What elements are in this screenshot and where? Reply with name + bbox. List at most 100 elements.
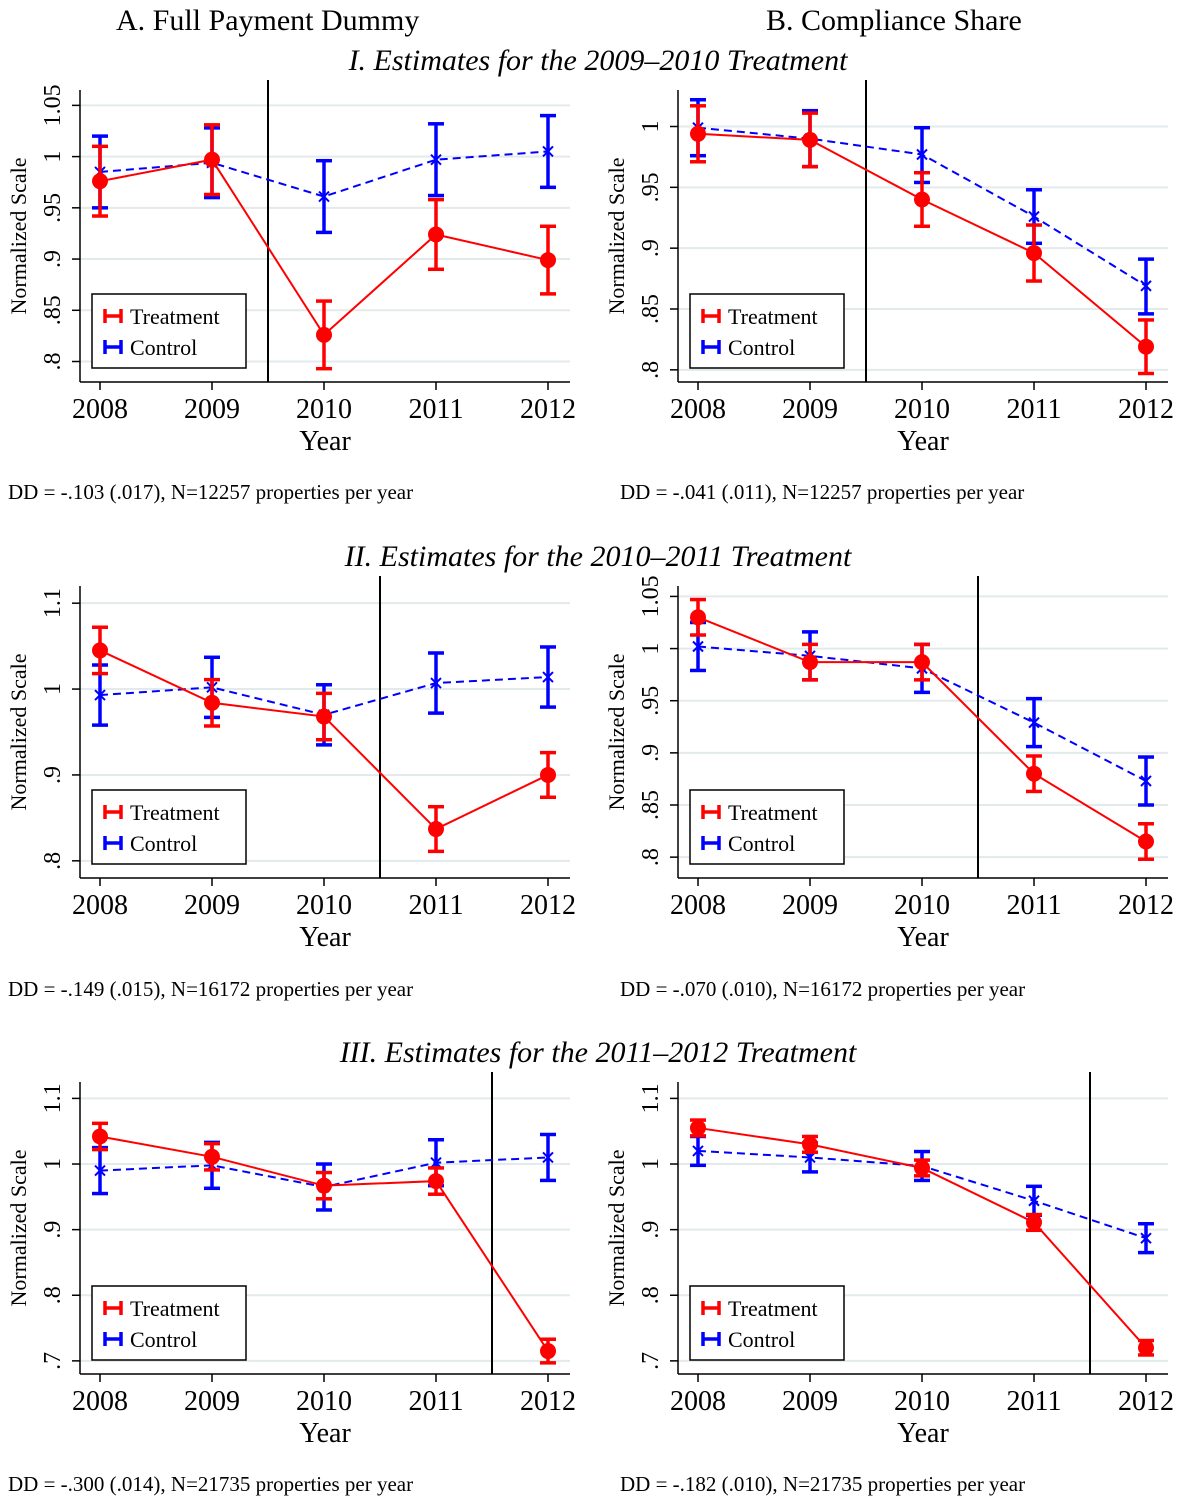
y-axis-label: Normalized Scale (6, 1150, 31, 1307)
x-tick-label: 2008 (72, 394, 128, 425)
y-tick-label: .95 (638, 686, 664, 716)
x-tick-label: 2011 (1007, 890, 1062, 921)
treatment-point (1138, 833, 1154, 850)
control-point (430, 153, 442, 166)
treatment-point (428, 821, 444, 838)
x-tick-label: 2009 (782, 890, 838, 921)
legend-control-marker (701, 1332, 721, 1346)
chart-full-payment-2009-2010: .8 .85 .9 .95 1 1.05 Normalized Scale 2008 2009 2… (6, 80, 576, 457)
y-tick-label: .85 (638, 790, 664, 820)
x-tick-label: 2010 (894, 394, 950, 425)
row-header-1: I. Estimates for the 2009–2010 Treatment (348, 44, 848, 77)
y-tick-label: .7 (40, 1352, 66, 1370)
y-tick-label: .8 (40, 1286, 66, 1304)
x-tick-label: 2012 (520, 890, 576, 921)
x-tick-label: 2010 (296, 890, 352, 921)
treatment-point (690, 125, 706, 142)
dd-note-a3: DD = -.300 (.014), N=21735 properties pe… (8, 1472, 414, 1496)
y-tick-label: .85 (638, 294, 664, 324)
row-header-2: II. Estimates for the 2010–2011 Treatmen… (344, 540, 852, 573)
x-tick-label: 2011 (409, 1386, 464, 1417)
y-tick-label: .9 (40, 250, 66, 268)
x-tick-label: 2011 (1007, 394, 1062, 425)
dd-note-a2: DD = -.149 (.015), N=16172 properties pe… (8, 977, 414, 1001)
y-tick-label: .9 (40, 1221, 66, 1239)
legend-box (91, 293, 247, 369)
x-tick-label: 2008 (670, 1386, 726, 1417)
y-tick-label: .8 (40, 353, 66, 371)
y-tick-label: 1 (40, 151, 66, 163)
x-axis-label: Year (897, 426, 949, 457)
dd-note-b3: DD = -.182 (.010), N=21735 properties pe… (620, 1472, 1026, 1496)
y-tick-label: .8 (638, 361, 664, 379)
x-tick-label: 2008 (670, 890, 726, 921)
x-tick-label: 2010 (296, 394, 352, 425)
y-tick-label: .85 (40, 295, 66, 325)
treatment-point (316, 708, 332, 725)
legend-control-label: Control (728, 335, 795, 360)
treatment-point (204, 1148, 220, 1165)
y-tick-label: 1 (638, 121, 664, 133)
y-axis-label: Normalized Scale (6, 158, 31, 315)
treatment-point (1026, 1214, 1042, 1231)
x-tick-label: 2012 (520, 1386, 576, 1417)
x-tick-label: 2008 (670, 394, 726, 425)
legend-control-label: Control (728, 1327, 795, 1352)
control-point (318, 190, 330, 203)
treatment-point (690, 1119, 706, 1136)
dd-note-b2: DD = -.070 (.010), N=16172 properties pe… (620, 977, 1026, 1001)
y-tick-label: .7 (638, 1352, 664, 1370)
control-point (542, 145, 554, 158)
x-tick-label: 2010 (894, 1386, 950, 1417)
treatment-point (1026, 245, 1042, 262)
control-point (692, 1145, 704, 1157)
legend-control-label: Control (728, 831, 795, 856)
x-axis-label: Year (299, 1418, 351, 1449)
chart-compliance-share-2011-2012: .7 .8 .9 1 1.1 Normalized Scale 2008 2009 2010 20… (604, 1072, 1174, 1449)
treatment-point (92, 642, 108, 659)
chart-full-payment-2010-2011: .8 .9 1 1.1 Normalized Scale 2008 2009 2010 2011… (6, 576, 576, 953)
control-point (1028, 210, 1040, 223)
legend-box (91, 789, 247, 865)
legend-control-label: Control (130, 831, 197, 856)
legend-box (91, 1285, 247, 1361)
control-point (1028, 1195, 1040, 1207)
x-tick-label: 2008 (72, 890, 128, 921)
legend-box (689, 1285, 845, 1361)
legend-treatment-label: Treatment (728, 1296, 818, 1321)
x-tick-label: 2011 (1007, 1386, 1062, 1417)
x-tick-label: 2012 (1118, 394, 1174, 425)
legend-box (689, 293, 845, 369)
chart-full-payment-2011-2012: .7 .8 .9 1 1.1 Normalized Scale 2008 2009 2010 20… (6, 1072, 576, 1449)
x-axis-label: Year (299, 922, 351, 953)
x-tick-label: 2009 (782, 1386, 838, 1417)
y-tick-label: 1.1 (40, 588, 66, 618)
legend-control-marker (701, 340, 721, 354)
x-tick-label: 2011 (409, 890, 464, 921)
x-tick-label: 2012 (1118, 1386, 1174, 1417)
x-tick-label: 2010 (296, 1386, 352, 1417)
control-point (1140, 1232, 1152, 1244)
legend-control-marker (701, 836, 721, 850)
treatment-point (1138, 338, 1154, 355)
x-tick-label: 2009 (782, 394, 838, 425)
control-point (1028, 716, 1040, 729)
y-axis-label: Normalized Scale (6, 654, 31, 811)
control-point (804, 1151, 816, 1164)
treatment-point (1026, 765, 1042, 782)
y-tick-label: 1 (638, 643, 664, 655)
y-tick-label: .9 (638, 239, 664, 257)
x-tick-label: 2009 (184, 394, 240, 425)
y-tick-label: .95 (638, 172, 664, 202)
treatment-point (540, 766, 556, 783)
control-point (94, 1164, 106, 1177)
legend-control-label: Control (130, 1327, 197, 1352)
x-axis-label: Year (897, 922, 949, 953)
column-header-a: A. Full Payment Dummy (116, 4, 420, 37)
y-tick-label: 1 (40, 683, 66, 695)
treatment-point (540, 252, 556, 269)
control-point (542, 1151, 554, 1164)
legend-box (689, 789, 845, 865)
x-tick-label: 2009 (184, 890, 240, 921)
